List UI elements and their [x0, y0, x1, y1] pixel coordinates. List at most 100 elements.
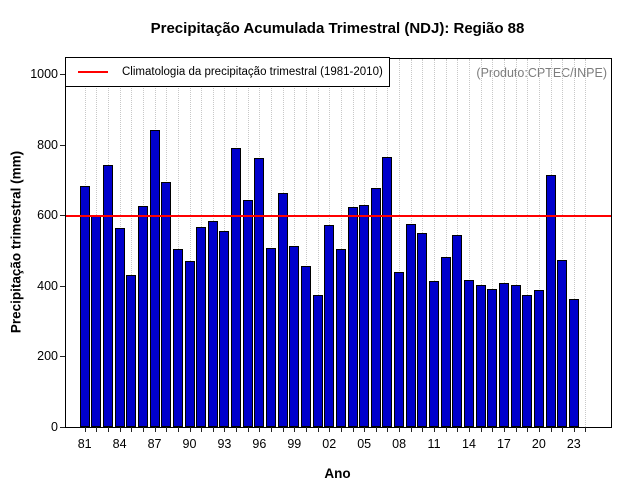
x-tick-label: 17	[496, 437, 511, 451]
x-tick	[585, 427, 587, 432]
x-tick	[457, 427, 459, 432]
x-tick	[154, 427, 156, 432]
x-tick-label: 99	[287, 437, 302, 451]
chart-title: Precipitação Acumulada Trimestral (NDJ):…	[150, 20, 525, 37]
x-tick-label: 84	[112, 437, 127, 451]
x-tick-label: 08	[392, 437, 407, 451]
x-axis-title: Ano	[324, 466, 351, 481]
gridline	[177, 59, 179, 427]
gridline	[527, 59, 529, 427]
bar-2008	[394, 271, 405, 427]
y-tick-label: 200	[37, 349, 58, 364]
x-tick	[189, 427, 191, 432]
bar-1988	[161, 182, 172, 427]
x-tick	[282, 427, 284, 432]
x-tick	[375, 427, 377, 432]
bar-1989	[172, 248, 183, 427]
x-tick	[503, 427, 505, 432]
x-tick-label: 11	[427, 437, 441, 451]
x-tick	[259, 427, 261, 432]
x-tick	[468, 427, 470, 432]
x-tick-label: 93	[217, 437, 232, 451]
legend-box: Climatologia da precipitação trimestral …	[65, 57, 390, 87]
gridline	[399, 59, 401, 427]
x-tick	[294, 427, 296, 432]
x-tick	[119, 427, 121, 432]
x-tick	[538, 427, 540, 432]
bar-2019	[522, 294, 533, 427]
bar-2000	[300, 266, 311, 427]
x-tick-label: 96	[252, 437, 267, 451]
x-tick	[96, 427, 98, 432]
gridline	[317, 59, 319, 427]
gridline	[492, 59, 494, 427]
y-tick	[60, 74, 65, 75]
x-tick	[329, 427, 331, 432]
x-tick	[550, 427, 552, 432]
x-tick	[84, 427, 86, 432]
x-tick	[515, 427, 517, 432]
x-tick	[434, 427, 436, 432]
x-tick	[212, 427, 214, 432]
bar-2017	[498, 283, 509, 427]
gridline	[294, 59, 296, 427]
bar-1987	[149, 130, 160, 427]
y-tick	[60, 215, 65, 217]
bar-1985	[126, 274, 137, 427]
bar-2020	[533, 290, 544, 427]
x-tick	[305, 427, 307, 432]
gridline	[515, 59, 517, 427]
gridline	[445, 59, 447, 427]
x-tick	[410, 427, 412, 432]
gridline	[468, 59, 470, 427]
bar-2002	[324, 225, 335, 427]
bar-2005	[359, 204, 370, 427]
legend-label: Climatologia da precipitação trimestral …	[122, 66, 383, 78]
y-tick-label: 1000	[30, 67, 58, 81]
x-tick-label: 02	[322, 437, 337, 451]
bar-1999	[289, 245, 300, 427]
climatology-line	[66, 215, 611, 218]
x-tick	[562, 427, 564, 432]
bar-1994	[231, 148, 242, 427]
x-tick	[340, 427, 342, 432]
bar-2022	[557, 260, 568, 427]
x-tick-label: 14	[462, 437, 476, 451]
gridline	[434, 59, 436, 427]
bar-2023	[568, 298, 579, 427]
x-tick	[247, 427, 249, 432]
x-tick	[492, 427, 494, 432]
gridline	[585, 59, 587, 427]
bar-2013	[452, 235, 463, 427]
x-tick	[201, 427, 203, 432]
gridline	[573, 59, 575, 427]
gridline	[271, 59, 273, 427]
x-tick-label: 81	[77, 437, 92, 451]
x-tick	[131, 427, 133, 432]
x-tick	[236, 427, 238, 432]
x-tick	[387, 427, 389, 432]
y-tick-label: 800	[37, 137, 58, 152]
bar-2001	[312, 294, 323, 427]
x-tick	[364, 427, 366, 432]
x-tick	[271, 427, 273, 432]
bar-2021	[545, 174, 556, 427]
bar-2016	[487, 289, 498, 427]
x-tick	[224, 427, 226, 432]
legend-line-sample	[78, 71, 108, 73]
bar-1984	[114, 228, 125, 427]
gridline	[340, 59, 342, 427]
bar-2010	[417, 233, 428, 427]
bar-2009	[405, 224, 416, 427]
y-tick-label: 0	[51, 420, 58, 434]
bar-2011	[429, 280, 440, 427]
x-tick	[317, 427, 319, 432]
gridline	[562, 59, 564, 427]
bar-2012	[440, 256, 451, 427]
source-annotation: (Produto:CPTEC/INPE)	[476, 66, 607, 80]
x-tick	[352, 427, 354, 432]
x-tick-label: 90	[182, 437, 197, 451]
gridline	[538, 59, 540, 427]
x-tick	[480, 427, 482, 432]
